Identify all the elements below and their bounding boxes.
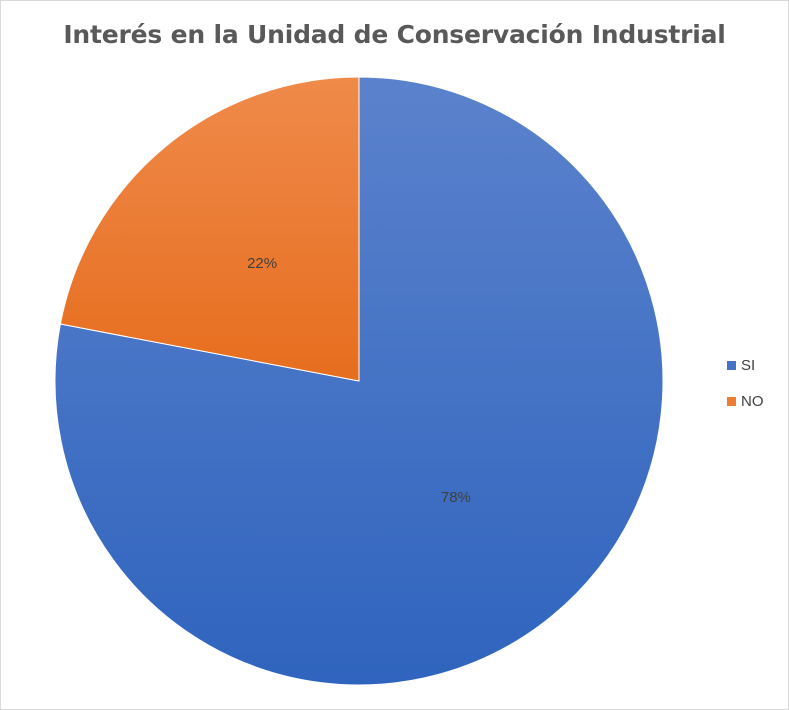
legend-label-no: NO [741,392,764,410]
legend-label-si: SI [741,356,756,374]
data-label-no: 22% [247,255,277,272]
legend: SI NO [727,354,764,426]
pie-slice-no [59,76,360,382]
pie-slices [54,76,664,686]
chart-title: Interés en la Unidad de Conservación Ind… [63,20,726,49]
legend-swatch-si [727,360,736,370]
legend-swatch-no [727,396,736,406]
data-label-si: 78% [441,489,471,506]
legend-item-si: SI [727,354,764,376]
pie-data-labels: 78% 22% [247,255,471,506]
legend-item-no: NO [727,390,764,412]
